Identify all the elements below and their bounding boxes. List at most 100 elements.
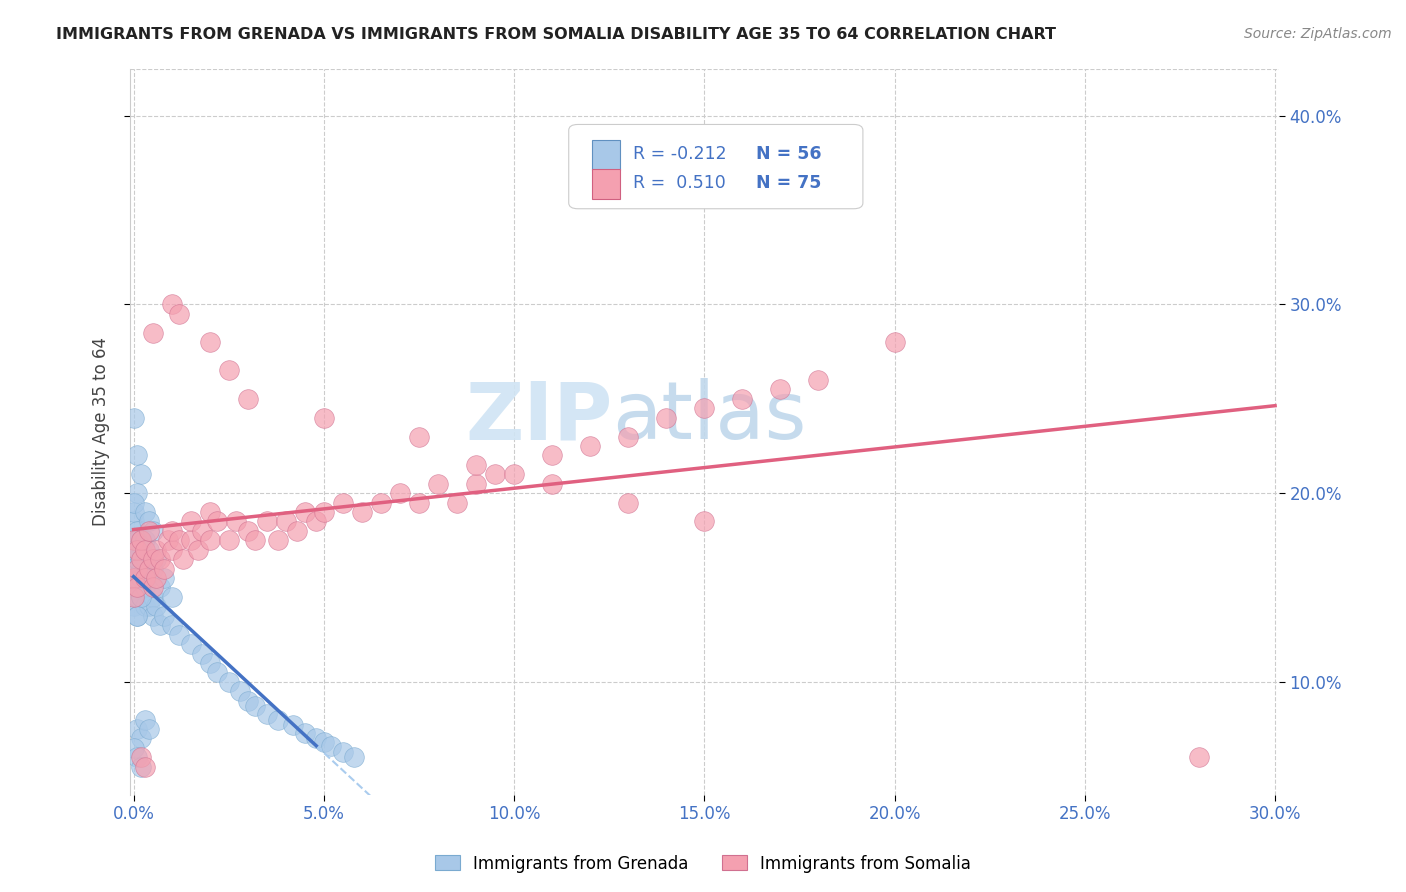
Point: [122, 542, 145, 557]
Point: [731, 392, 754, 406]
Point: [229, 684, 252, 698]
Text: R = -0.212: R = -0.212: [633, 145, 727, 163]
Point: [160, 524, 183, 538]
Point: [617, 429, 640, 443]
Text: atlas: atlas: [613, 378, 807, 457]
Point: [312, 505, 335, 519]
Point: [305, 731, 328, 746]
Point: [198, 335, 221, 350]
Point: [134, 713, 156, 727]
Point: [160, 297, 183, 311]
Point: [274, 515, 297, 529]
Point: [655, 410, 678, 425]
Point: [350, 505, 373, 519]
Point: [388, 486, 411, 500]
Point: [134, 571, 156, 585]
Point: [142, 524, 165, 538]
Point: [122, 590, 145, 604]
Point: [160, 618, 183, 632]
Point: [256, 515, 278, 529]
Point: [134, 542, 156, 557]
Point: [122, 410, 145, 425]
Point: [332, 745, 354, 759]
Point: [127, 750, 149, 764]
Point: [160, 542, 183, 557]
Point: [129, 590, 152, 604]
Point: [142, 590, 165, 604]
Point: [180, 637, 202, 651]
Point: [283, 718, 305, 732]
Point: [579, 439, 602, 453]
Point: [129, 561, 152, 575]
Point: [122, 590, 145, 604]
Point: [156, 533, 179, 548]
Point: [138, 722, 160, 736]
Point: [122, 515, 145, 529]
Point: [198, 656, 221, 670]
Point: [138, 515, 160, 529]
Text: R =  0.510: R = 0.510: [633, 174, 725, 193]
Point: [149, 552, 172, 566]
Point: [142, 552, 165, 566]
Point: [134, 760, 156, 774]
Text: N = 75: N = 75: [756, 174, 821, 193]
Point: [427, 476, 450, 491]
FancyBboxPatch shape: [592, 140, 620, 170]
Point: [127, 524, 149, 538]
Point: [1188, 750, 1211, 764]
Point: [693, 401, 716, 416]
Point: [256, 706, 278, 721]
Point: [321, 739, 343, 753]
Point: [294, 726, 316, 740]
Point: [134, 533, 156, 548]
Point: [129, 552, 152, 566]
Point: [693, 515, 716, 529]
Point: [149, 618, 172, 632]
Point: [153, 608, 176, 623]
Point: [129, 552, 152, 566]
FancyBboxPatch shape: [592, 169, 620, 199]
Point: [145, 599, 167, 614]
Point: [267, 533, 290, 548]
Point: [541, 476, 564, 491]
Point: [134, 505, 156, 519]
Point: [503, 467, 526, 482]
Point: [218, 363, 240, 377]
Point: [122, 571, 145, 585]
Point: [129, 533, 152, 548]
Point: [127, 552, 149, 566]
Point: [122, 495, 145, 509]
Point: [305, 515, 328, 529]
Point: [138, 599, 160, 614]
Point: [127, 590, 149, 604]
Point: [129, 760, 152, 774]
Point: [122, 533, 145, 548]
Point: [122, 542, 145, 557]
Point: [122, 561, 145, 575]
Point: [245, 533, 267, 548]
Point: [370, 495, 392, 509]
Point: [127, 608, 149, 623]
Point: [245, 699, 267, 714]
Point: [134, 571, 156, 585]
Point: [167, 307, 190, 321]
Point: [122, 533, 145, 548]
Point: [134, 599, 156, 614]
Point: [127, 722, 149, 736]
Point: [129, 533, 152, 548]
Point: [145, 542, 167, 557]
Point: [127, 542, 149, 557]
Point: [129, 467, 152, 482]
Point: [218, 533, 240, 548]
Point: [180, 533, 202, 548]
Point: [129, 571, 152, 585]
Point: [191, 647, 214, 661]
Point: [312, 735, 335, 749]
Point: [332, 495, 354, 509]
Point: [122, 599, 145, 614]
Point: [153, 571, 176, 585]
Point: [127, 571, 149, 585]
Point: [294, 505, 316, 519]
Point: [145, 571, 167, 585]
Point: [142, 561, 165, 575]
